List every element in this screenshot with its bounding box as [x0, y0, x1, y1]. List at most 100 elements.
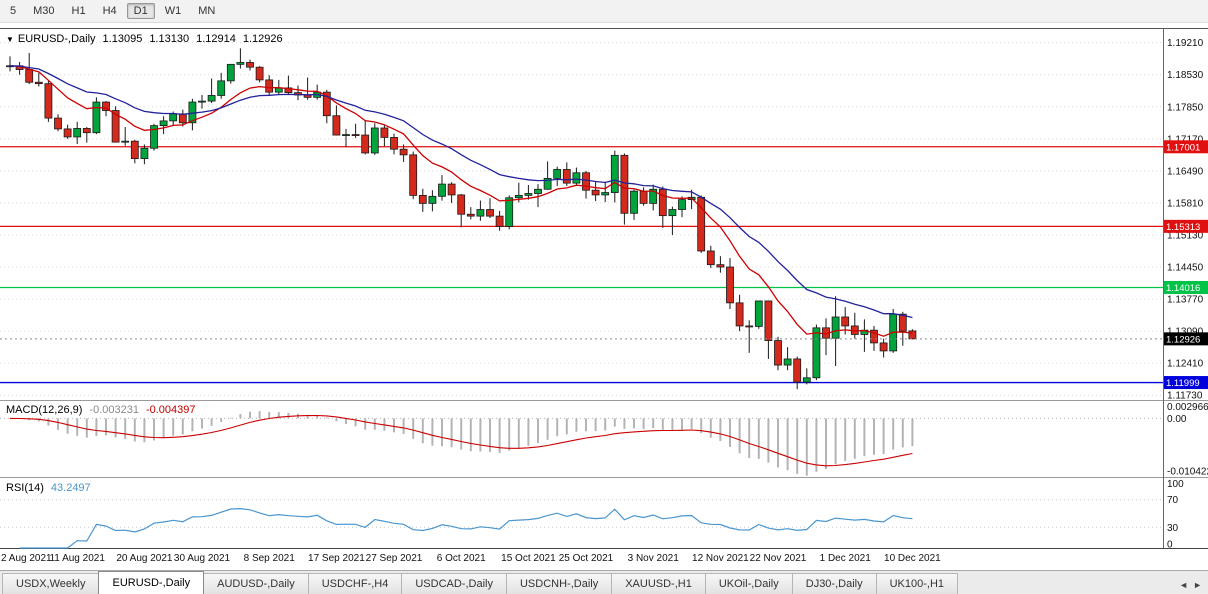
tab-dj30-daily[interactable]: DJ30-,Daily: [791, 573, 877, 594]
price-axis-label: 1.13090: [1167, 327, 1204, 338]
macd-main-value: -0.003231: [89, 404, 139, 416]
tab-usdcnh-daily[interactable]: USDCNH-,Daily: [505, 573, 613, 594]
date-axis-label: 25 Oct 2021: [559, 553, 614, 564]
candlestick: [284, 75, 293, 95]
candlestick: [332, 105, 341, 136]
candlestick: [889, 308, 898, 353]
tab-audusd-daily[interactable]: AUDUSD-,Daily: [203, 573, 309, 594]
candlestick: [591, 181, 600, 202]
chart-menu-icon[interactable]: ▼: [6, 34, 14, 44]
candlestick: [351, 123, 360, 138]
price-line-badge: 1.11999: [1164, 376, 1208, 390]
date-axis-label: 11 Aug 2021: [49, 553, 105, 564]
candlestick: [121, 127, 130, 146]
timeframe-button-h4[interactable]: H4: [102, 5, 117, 17]
candlestick: [870, 325, 878, 351]
ohlc-low: 1.12914: [196, 33, 236, 45]
date-axis-label: 22 Nov 2021: [750, 553, 807, 564]
ohlc-close: 1.12926: [242, 33, 283, 45]
date-axis-label: 27 Sep 2021: [366, 553, 423, 564]
candlestick: [447, 182, 456, 203]
macd-signal-line: [9, 414, 913, 467]
price-axis-label: 1.18530: [1167, 70, 1204, 81]
candlestick: [754, 300, 763, 329]
candlestick: [63, 124, 72, 139]
candlestick: [15, 61, 24, 75]
price-axis-label: 1.16490: [1167, 166, 1204, 177]
candlestick: [908, 329, 917, 340]
price-chart[interactable]: 1.19210 1.18530 1.17850 1.17170 1.16490 1.158…: [0, 29, 1208, 571]
svg-text:1.14016: 1.14016: [1166, 283, 1200, 294]
chart-tab-bar: USDX,Weekly EURUSD-,Daily AUDUSD-,Daily USD…: [0, 570, 1208, 594]
candlestick: [572, 167, 581, 185]
date-axis-label: 12 Nov 2021: [692, 553, 749, 564]
timeframe-button-w1[interactable]: W1: [164, 5, 182, 17]
candlestick: [534, 184, 542, 208]
candlestick: [73, 121, 82, 145]
price-axis-label: 1.14450: [1167, 263, 1204, 274]
tab-uk100-h1[interactable]: UK100-,H1: [875, 573, 959, 594]
moving-average-slow: [9, 65, 913, 319]
timeframe-button-d1[interactable]: D1: [126, 3, 155, 19]
chart-title: ▼ EURUSD-,Daily 1.13095 1.13130 1.12914 …: [6, 33, 283, 45]
candlestick: [716, 256, 725, 273]
candlestick: [466, 207, 475, 220]
candlestick: [370, 123, 379, 155]
candlestick: [457, 193, 466, 228]
price-axis-label: 1.12410: [1167, 359, 1204, 370]
svg-text:1.11999: 1.11999: [1166, 378, 1200, 389]
rsi-line: [19, 507, 913, 549]
tab-eurusd-daily[interactable]: EURUSD-,Daily: [98, 571, 205, 594]
candlestick: [409, 151, 418, 200]
candlestick: [150, 123, 158, 151]
candlestick: [745, 320, 754, 353]
candlestick: [207, 78, 216, 103]
date-axis-label: 2 Aug 2021: [1, 553, 52, 564]
price-axis-label: 1.19210: [1167, 38, 1204, 49]
price-axis-label: 1.13770: [1167, 295, 1204, 306]
candlestick: [82, 127, 91, 143]
candlestick: [111, 106, 120, 143]
macd-indicator-label: MACD(12,26,9) -0.003231 -0.004397: [6, 404, 196, 416]
date-axis-label: 6 Oct 2021: [437, 553, 486, 564]
tab-ukoil-daily[interactable]: UKOil-,Daily: [704, 573, 793, 594]
rsi-axis-label: 30: [1167, 523, 1179, 534]
date-axis-label: 15 Oct 2021: [501, 553, 556, 564]
timeframe-button-m30[interactable]: M30: [33, 5, 55, 17]
candlestick: [812, 324, 821, 381]
candlestick: [601, 181, 610, 202]
tab-scroll-controls: ◄ ►: [1179, 580, 1208, 594]
tab-scroll-right-icon[interactable]: ►: [1193, 580, 1202, 590]
candlestick: [822, 318, 830, 356]
timeframe-button-5[interactable]: 5: [10, 5, 17, 17]
candlestick: [6, 56, 14, 72]
price-axis-label: 1.17850: [1167, 102, 1204, 113]
ohlc-high: 1.13130: [149, 33, 190, 45]
candlestick: [303, 77, 312, 100]
candlestick: [860, 319, 869, 352]
tab-xauusd-h1[interactable]: XAUUSD-,H1: [611, 573, 706, 594]
candlestick: [764, 300, 773, 359]
timeframe-button-h1[interactable]: H1: [71, 5, 86, 17]
rsi-value: 43.2497: [50, 482, 91, 494]
date-axis-label: 10 Dec 2021: [884, 553, 941, 564]
candlestick: [649, 184, 658, 211]
macd-name: MACD(12,26,9): [6, 404, 83, 416]
tab-usdcad-daily[interactable]: USDCAD-,Daily: [401, 573, 507, 594]
rsi-axis-label: 70: [1167, 495, 1179, 506]
candlestick: [342, 128, 350, 147]
date-axis-label: 30 Aug 2021: [174, 553, 231, 564]
candlestick: [582, 170, 590, 199]
tab-usdx-weekly[interactable]: USDX,Weekly: [2, 573, 100, 594]
ohlc-open: 1.13095: [102, 33, 143, 45]
candlestick: [188, 98, 197, 131]
rsi-axis-label: 100: [1167, 479, 1184, 490]
tab-scroll-left-icon[interactable]: ◄: [1179, 580, 1189, 590]
candlestick: [678, 196, 686, 218]
candlestick: [438, 175, 446, 201]
timeframe-button-mn[interactable]: MN: [198, 5, 216, 17]
rsi-indicator-label: RSI(14) 43.2497: [6, 482, 91, 494]
candlestick: [610, 150, 619, 203]
candlestick: [802, 368, 811, 385]
tab-usdchf-h4[interactable]: USDCHF-,H4: [307, 573, 403, 594]
